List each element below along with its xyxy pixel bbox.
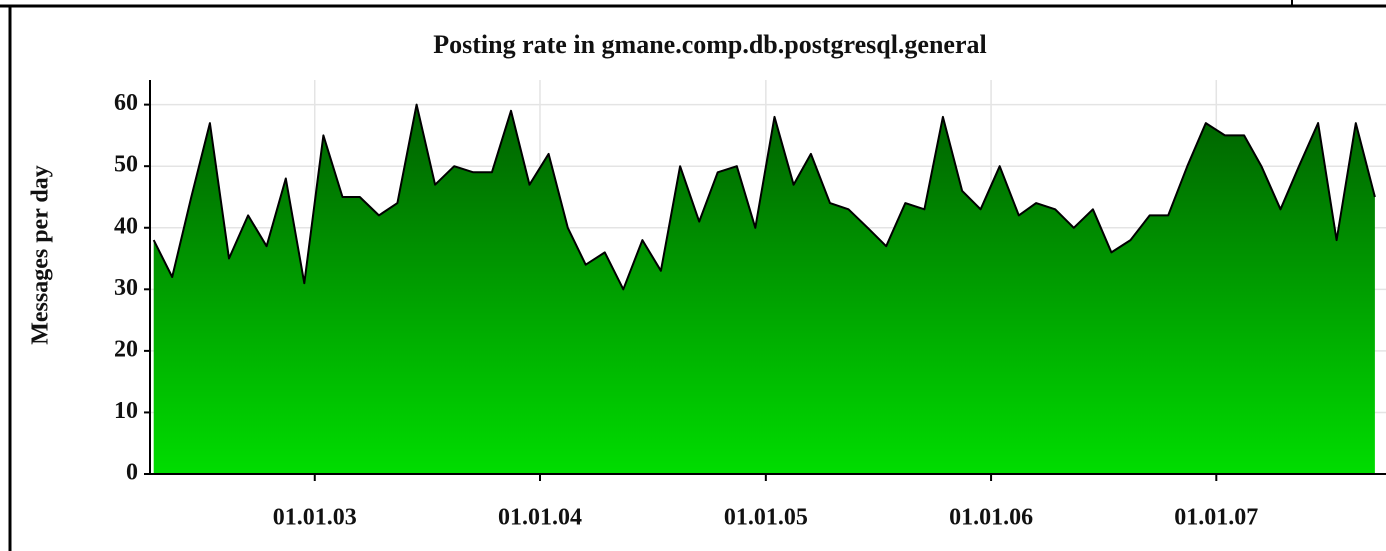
y-tick-label: 20 [114,336,138,362]
x-tick-label: 01.01.06 [949,505,1033,531]
x-tick-label: 01.01.03 [273,505,357,531]
y-tick-label: 10 [114,398,138,424]
y-tick-label: 0 [126,460,138,486]
area-line [152,103,1376,291]
x-tick-label: 01.01.07 [1174,505,1258,531]
x-tick-label: 01.01.04 [498,505,582,531]
y-tick-label: 50 [114,152,138,178]
chart-title: Posting rate in gmane.comp.db.postgresql… [433,30,986,59]
y-tick-label: 60 [114,90,138,116]
y-axis-label: Messages per day [28,165,54,345]
area [153,104,1375,474]
y-tick-label: 40 [114,213,138,239]
x-tick-label: 01.01.05 [724,505,808,531]
y-tick-label: 30 [114,275,138,301]
